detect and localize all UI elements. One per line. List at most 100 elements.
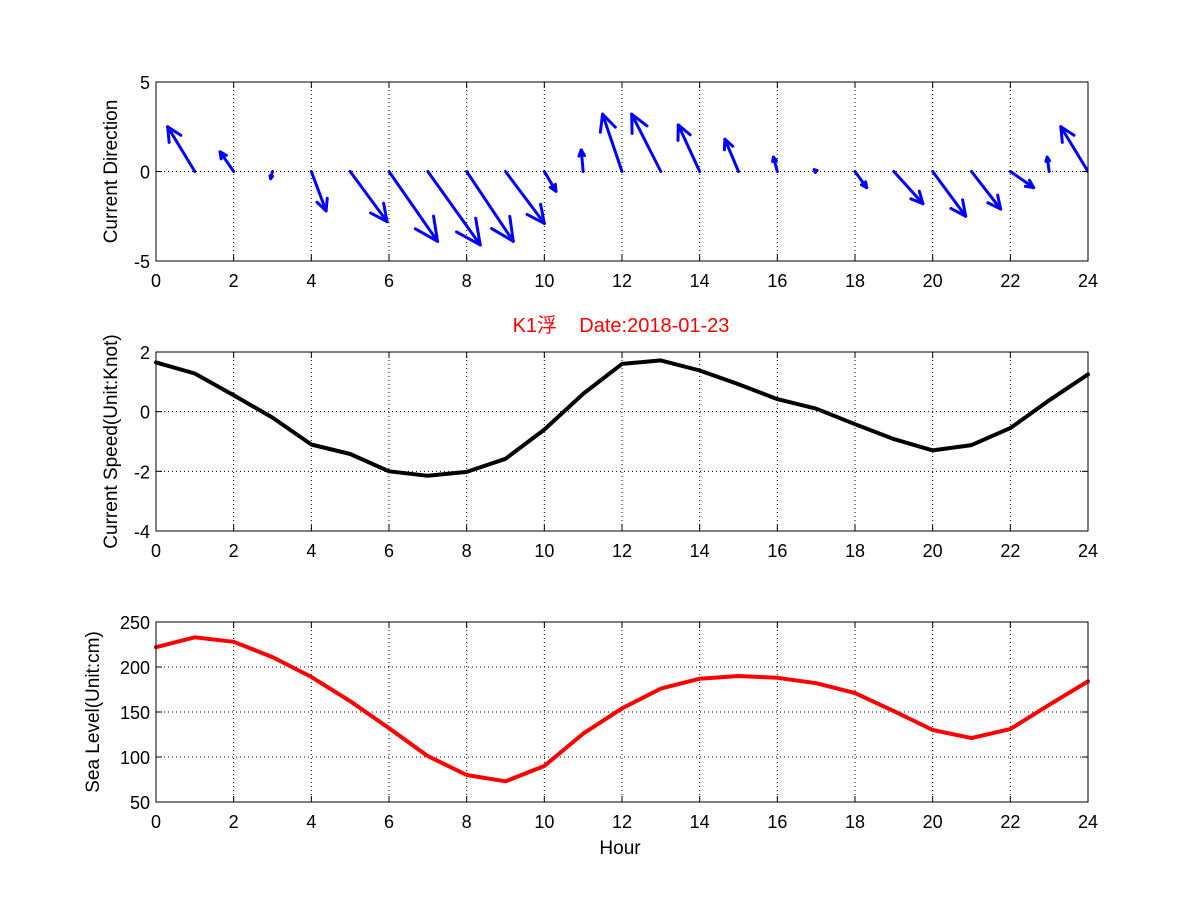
current-direction-arrow: [676, 123, 702, 173]
current-speed-x-tick-label: 8: [462, 541, 472, 561]
sea-level-x-tick-label: 4: [306, 812, 316, 832]
current-direction-arrow-head: [771, 155, 778, 163]
sea-level-y-tick-label: 150: [120, 703, 150, 723]
current-direction-arrow-shaft: [970, 170, 1003, 211]
current-direction-panel: 0 2 4 6 8 10 12 14 16 18 20 22 24-505 Current Direct…: [101, 73, 1098, 291]
current-direction-arrow: [812, 168, 819, 175]
current-direction-arrow-shaft: [542, 170, 558, 193]
current-speed-y-tick-label: -2: [134, 462, 150, 482]
current-direction-arrow: [598, 112, 624, 173]
sea-level-y-tick-label: 200: [120, 658, 150, 678]
current-direction-arrow: [1008, 170, 1036, 190]
current-direction-arrow-head: [1059, 125, 1076, 137]
sea-level-x-tick-label: 10: [534, 812, 554, 832]
current-direction-y-tick-label: 0: [140, 163, 150, 183]
current-direction-x-tick-label: 8: [462, 271, 472, 291]
current-direction-arrow: [1059, 125, 1088, 173]
current-direction-arrow-head: [859, 183, 869, 190]
current-direction-arrow-head: [961, 198, 968, 218]
current-direction-arrow-head: [949, 206, 968, 218]
current-direction-arrows: [166, 112, 1088, 247]
current-direction-arrow-shaft: [892, 170, 925, 206]
current-speed-x-tick-label: 2: [229, 541, 239, 561]
sea-level-x-tick-label: 24: [1078, 812, 1098, 832]
current-direction-arrow-head: [455, 230, 482, 247]
current-direction-arrow: [853, 170, 869, 190]
sea-level-series: [154, 635, 1090, 784]
current-speed-y-tick-label: 2: [140, 343, 150, 363]
current-direction-arrow-shaft: [579, 148, 585, 173]
current-direction-x-tick-label: 18: [845, 271, 865, 291]
current-speed-series: [154, 358, 1090, 478]
current-direction-arrow-head: [166, 125, 171, 144]
current-direction-arrow-shaft: [1008, 170, 1036, 190]
current-direction-x-tick-label: 4: [306, 271, 316, 291]
current-speed-x-tick-label: 16: [767, 541, 787, 561]
current-speed-panel: 0 2 4 6 8 10 12 14 16 18 20 22 24-4-202 Current Spee…: [101, 334, 1098, 561]
current-direction-arrow-shaft: [166, 125, 197, 173]
current-direction-arrow-shaft: [630, 112, 663, 173]
current-speed-x-tick-label: 10: [534, 541, 554, 561]
current-direction-arrow-head: [539, 202, 546, 225]
sea-level-x-tick-label: 20: [923, 812, 943, 832]
current-direction-x-tick-label: 2: [229, 271, 239, 291]
current-direction-arrow-head: [413, 227, 440, 243]
current-direction-arrow: [771, 155, 779, 173]
sea-level-x-tick-label: 6: [384, 812, 394, 832]
current-direction-arrow-head: [812, 168, 819, 173]
sea-level-grid: [156, 622, 1088, 802]
current-direction-arrow-shaft: [309, 170, 328, 213]
current-direction-arrow-head: [324, 196, 329, 213]
current-direction-arrow-head: [598, 112, 605, 134]
sea-level-x-tick-label: 18: [845, 812, 865, 832]
current-direction-arrow: [268, 170, 275, 181]
current-direction-arrow-shaft: [218, 150, 236, 173]
current-direction-x-tick-label: 24: [1078, 271, 1098, 291]
current-direction-arrow-head: [676, 123, 692, 137]
current-direction-arrow-shaft: [504, 170, 546, 225]
current-direction-arrow-head: [432, 214, 440, 243]
sea-level-y-tick-label: 100: [120, 748, 150, 768]
sea-level-x-tick-label: 22: [1000, 812, 1020, 832]
sea-level-y-tick-label: 250: [120, 613, 150, 633]
sea-level-x-tick-label: 8: [462, 812, 472, 832]
current-direction-arrow: [630, 112, 663, 173]
current-direction-arrow-head: [1045, 155, 1052, 163]
current-direction-arrow-head: [601, 112, 617, 129]
current-direction-arrow-head: [579, 148, 587, 158]
current-direction-arrow-head: [909, 197, 925, 206]
current-direction-y-axis-label: Current Direction: [101, 100, 122, 244]
current-direction-arrow-head: [490, 227, 515, 243]
sea-level-y-axis-label: Sea Level(Unit:cm): [83, 631, 104, 793]
current-direction-ticks: 0 2 4 6 8 10 12 14 16 18 20 22 24-505: [134, 73, 1098, 291]
sea-level-x-axis-label: Hour: [599, 838, 641, 859]
current-direction-arrow: [504, 170, 546, 225]
current-direction-arrow: [309, 170, 329, 213]
sea-level-x-tick-label: 14: [690, 812, 710, 832]
current-direction-arrow-shaft: [931, 170, 968, 218]
current-direction-y-tick-label: -5: [134, 252, 150, 272]
current-direction-arrow: [218, 150, 236, 173]
current-direction-arrow: [931, 170, 968, 218]
current-speed-x-tick-label: 0: [151, 541, 161, 561]
current-direction-arrow: [348, 170, 389, 224]
current-direction-arrow: [166, 125, 197, 173]
current-direction-arrow-shaft: [601, 112, 624, 173]
current-direction-arrow-shaft: [723, 137, 740, 173]
current-direction-arrow-head: [723, 137, 735, 148]
current-direction-arrow-head: [474, 216, 482, 247]
current-direction-x-tick-label: 6: [384, 271, 394, 291]
current-direction-arrow-head: [1059, 125, 1064, 144]
current-direction-arrow: [1044, 155, 1052, 173]
current-direction-x-tick-label: 14: [690, 271, 710, 291]
current-direction-arrow-head: [382, 201, 389, 224]
current-direction-arrow-head: [218, 150, 228, 157]
current-direction-arrow-head: [630, 112, 649, 128]
current-speed-ticks: 0 2 4 6 8 10 12 14 16 18 20 22 24-4-202: [134, 343, 1098, 561]
current-speed-x-tick-label: 24: [1078, 541, 1098, 561]
current-direction-arrow-head: [166, 125, 183, 137]
current-speed-x-tick-label: 20: [923, 541, 943, 561]
current-direction-arrow-head: [996, 193, 1003, 211]
